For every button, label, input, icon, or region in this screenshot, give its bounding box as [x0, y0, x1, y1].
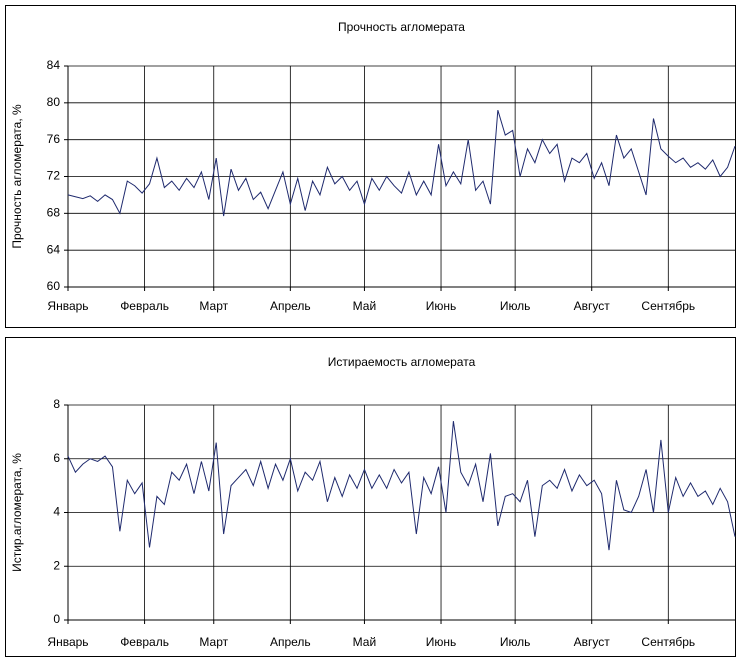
x-tick-label: Январь [47, 299, 88, 313]
x-tick-label: Апрель [270, 299, 311, 313]
x-tick-label: Апрель [270, 635, 311, 649]
y-tick-label: 68 [47, 206, 61, 220]
x-tick-label: Март [199, 299, 228, 313]
y-tick-label: 72 [47, 169, 61, 183]
x-tick-label: Май [353, 299, 377, 313]
y-tick-label: 6 [53, 451, 60, 465]
x-tick-label: Июль [500, 635, 531, 649]
y-axis-label: Истир.агломерата, % [10, 453, 24, 572]
y-tick-label: 76 [47, 132, 61, 146]
x-tick-label: Июнь [426, 635, 457, 649]
y-tick-label: 8 [53, 397, 60, 411]
y-tick-label: 2 [53, 558, 60, 572]
x-tick-label: Май [353, 635, 377, 649]
x-tick-label: Июль [500, 299, 531, 313]
y-tick-label: 84 [47, 58, 61, 72]
y-tick-label: 80 [47, 95, 61, 109]
x-tick-label: Март [199, 635, 228, 649]
chart-title: Прочность агломерата [338, 20, 465, 34]
y-axis-label: Прочность агломерата, % [10, 104, 24, 249]
y-tick-label: 4 [53, 505, 60, 519]
y-tick-label: 0 [53, 612, 60, 626]
x-tick-label: Февраль [120, 299, 169, 313]
data-line [67, 421, 736, 551]
x-tick-label: Август [574, 635, 611, 649]
x-tick-label: Сентябрь [641, 299, 695, 313]
data-line [67, 110, 736, 217]
y-tick-label: 60 [47, 279, 61, 293]
panel-frame [5, 5, 736, 328]
x-tick-label: Июнь [426, 299, 457, 313]
y-tick-label: 64 [47, 242, 61, 256]
x-tick-label: Сентябрь [641, 635, 695, 649]
panel-frame [5, 337, 736, 657]
x-tick-label: Февраль [120, 635, 169, 649]
chart-title: Истираемость агломерата [328, 355, 476, 369]
x-tick-label: Август [574, 299, 611, 313]
x-tick-label: Январь [47, 635, 88, 649]
